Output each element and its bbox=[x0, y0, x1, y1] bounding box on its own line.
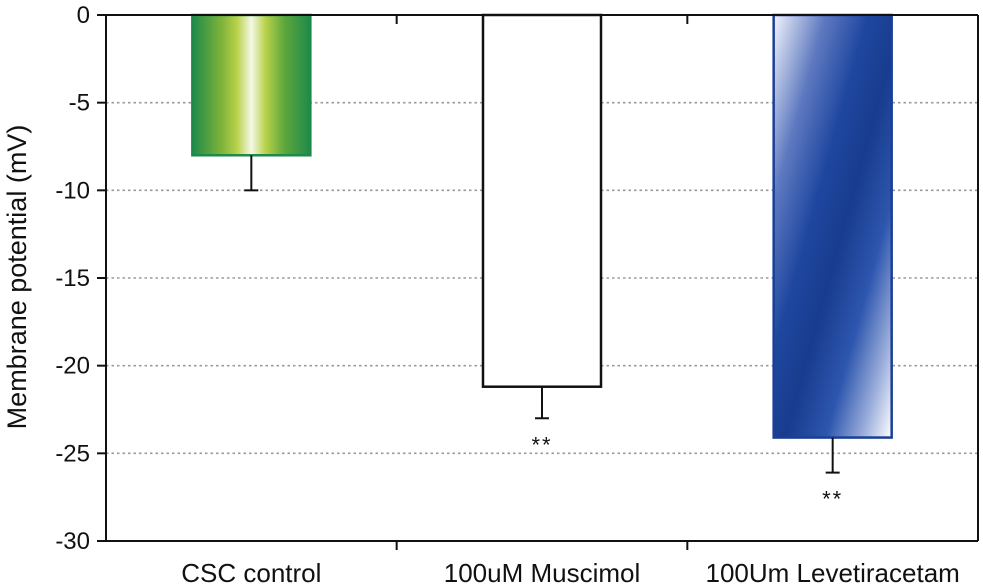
bar-3 bbox=[772, 13, 893, 439]
y-axis-title: Membrane potential (mV) bbox=[2, 125, 32, 430]
y-tick-label: -15 bbox=[55, 265, 90, 292]
y-tick-label: -25 bbox=[55, 440, 90, 467]
y-tick-label: -10 bbox=[55, 177, 90, 204]
bars bbox=[191, 13, 893, 439]
tick-labels: CSC control ** 100uM Muscimol ** 100Um Levet… bbox=[55, 2, 960, 584]
bar-1 bbox=[191, 13, 312, 157]
error-bars bbox=[244, 155, 840, 474]
axes bbox=[97, 14, 979, 550]
x-tick-label: 100uM Muscimol bbox=[444, 558, 641, 584]
y-tick-label: -20 bbox=[55, 353, 90, 380]
x-tick-label: CSC control bbox=[181, 558, 321, 584]
x-tick-label: 100Um Levetiracetam bbox=[705, 558, 959, 584]
significance-label: ** bbox=[531, 432, 552, 457]
bar-2 bbox=[481, 13, 603, 388]
y-tick-label: 0 bbox=[77, 2, 90, 29]
y-tick-label: -30 bbox=[55, 528, 90, 555]
significance-label: ** bbox=[822, 487, 843, 512]
y-tick-label: -5 bbox=[69, 90, 90, 117]
